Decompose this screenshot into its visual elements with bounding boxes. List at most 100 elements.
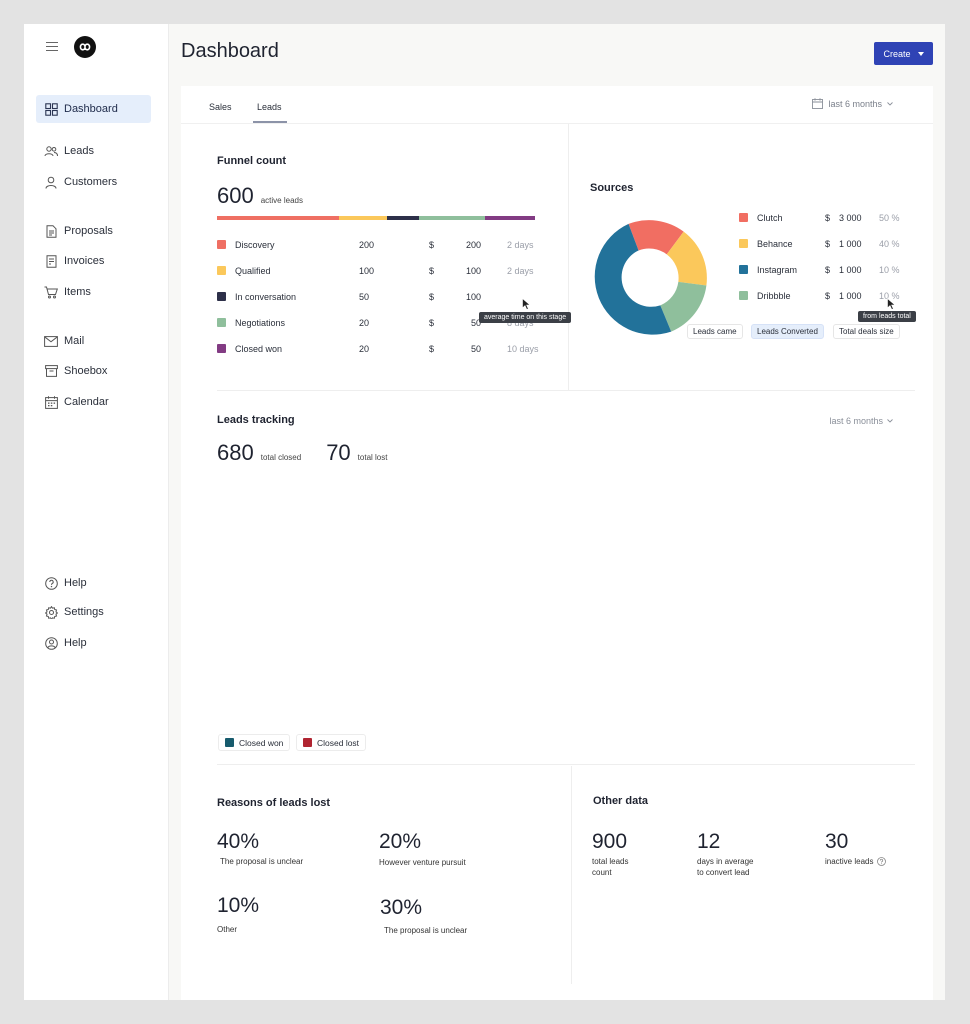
reason-value: 30%: [380, 896, 423, 919]
other-stat: 30 inactive leads: [825, 830, 887, 867]
sidebar-item-leads[interactable]: Leads: [36, 137, 151, 165]
sidebar-item-help-account[interactable]: Help: [36, 629, 151, 657]
section-divider: [568, 124, 569, 390]
stage-days: 8 days: [507, 318, 534, 328]
sidebar-item-help[interactable]: Help: [36, 569, 151, 597]
active-tab-indicator: [253, 121, 287, 123]
reason-stat: 40% The proposal is unclear: [217, 830, 303, 867]
mail-icon: [44, 334, 58, 348]
funnel-row: Qualified 100 $ 100 2 days: [217, 264, 557, 278]
currency: $: [429, 318, 435, 328]
users-icon: [44, 144, 58, 158]
sidebar-item-label: Settings: [64, 606, 104, 618]
stage-days: 2 days: [507, 266, 534, 276]
reason-label: However venture pursuit: [379, 858, 466, 867]
stage-days: 10 days: [507, 344, 539, 354]
currency: $: [825, 213, 831, 223]
other-label: count: [592, 868, 612, 877]
donut-slice-dribbble: [660, 281, 707, 332]
source-row: Behance $ 1 000 40 %: [739, 237, 909, 251]
pill-total-deals-size[interactable]: Total deals size: [833, 324, 900, 339]
document-icon: [44, 224, 58, 238]
tab-leads[interactable]: Leads: [257, 102, 282, 112]
reason-label: Other: [217, 925, 238, 934]
color-swatch: [217, 292, 226, 301]
legend-label: Closed won: [239, 737, 284, 748]
source-amount: 1 000: [839, 265, 862, 275]
section-divider: [217, 764, 915, 765]
sidebar-item-invoices[interactable]: Invoices: [36, 247, 151, 275]
sidebar-item-mail[interactable]: Mail: [36, 327, 151, 355]
tracking-summary: 680 total closed 70 total lost: [217, 440, 387, 466]
other-label: total leads: [592, 857, 629, 866]
tab-sales[interactable]: Sales: [209, 102, 232, 112]
other-value: 12: [697, 830, 721, 853]
stage-count: 20: [359, 318, 370, 328]
legend-swatch: [303, 738, 312, 747]
funnel-bar-closed-won: [485, 216, 535, 220]
pill-leads-converted[interactable]: Leads Converted: [751, 324, 824, 339]
funnel-total-value: 600: [217, 183, 254, 208]
sidebar-item-proposals[interactable]: Proposals: [36, 217, 151, 245]
user-icon: [44, 175, 58, 189]
page-title: Dashboard: [181, 40, 279, 62]
sidebar-item-items[interactable]: Items: [36, 278, 151, 306]
stage-amount: 50: [470, 318, 481, 328]
other-value: 900: [592, 830, 628, 853]
gear-icon: [44, 605, 58, 619]
date-range-picker[interactable]: last 6 months: [812, 98, 893, 109]
legend-closed-won[interactable]: Closed won: [218, 734, 291, 751]
sidebar-item-dashboard[interactable]: Dashboard: [36, 95, 151, 123]
app-window: Dashboard Leads Customers Proposals Invo…: [24, 24, 945, 1000]
total-lost-label: total lost: [357, 453, 388, 462]
funnel-bar-discovery: [217, 216, 339, 220]
section-divider: [217, 390, 915, 391]
source-percent: 10 %: [879, 265, 900, 275]
color-swatch: [217, 240, 226, 249]
create-button-label: Create: [883, 48, 911, 59]
sidebar: Dashboard Leads Customers Proposals Invo…: [24, 24, 169, 1000]
cart-icon: [44, 285, 58, 299]
source-name: Behance: [757, 239, 793, 249]
help-icon[interactable]: [877, 857, 887, 866]
sidebar-item-calendar[interactable]: Calendar: [36, 388, 151, 416]
reason-label: The proposal is unclear: [220, 857, 304, 866]
reason-stat: 20% However venture pursuit: [379, 830, 466, 868]
funnel-row: Closed won 20 $ 50 10 days: [217, 342, 557, 356]
leads-tracking-chart: 020406080100MarchAprilMayJuneJulyAugust: [181, 481, 933, 721]
menu-icon[interactable]: [46, 42, 58, 51]
sidebar-item-label: Calendar: [64, 396, 109, 408]
legend-closed-lost[interactable]: Closed lost: [296, 734, 367, 751]
total-closed-value: 680: [217, 440, 254, 465]
funnel-title: Funnel count: [217, 155, 287, 167]
sidebar-item-shoebox[interactable]: Shoebox: [36, 357, 151, 385]
stage-name: Closed won: [235, 344, 283, 354]
reason-label: The proposal is unclear: [384, 926, 468, 935]
donut-slice-behance: [666, 231, 707, 286]
donut-slice-clutch: [628, 220, 684, 255]
grid-icon: [44, 102, 58, 116]
currency: $: [825, 291, 831, 301]
total-closed-label: total closed: [260, 453, 302, 462]
sidebar-item-label: Dashboard: [64, 103, 118, 115]
sidebar-item-customers[interactable]: Customers: [36, 168, 151, 196]
sidebar-item-label: Shoebox: [64, 365, 108, 377]
pill-leads-came[interactable]: Leads came: [687, 324, 743, 339]
source-percent: 50 %: [879, 213, 900, 223]
currency: $: [825, 239, 831, 249]
calendar-icon: [812, 98, 824, 109]
tracking-date-range[interactable]: last 6 months: [829, 416, 893, 426]
reason-value: 10%: [217, 894, 260, 917]
source-amount: 1 000: [839, 239, 862, 249]
stage-name: Discovery: [235, 240, 275, 250]
tabs-divider: [181, 123, 933, 124]
funnel-bar-negotiations: [419, 216, 485, 220]
other-label: days in average: [697, 857, 754, 866]
color-swatch: [217, 318, 226, 327]
tracking-date-range-label: last 6 months: [829, 416, 883, 426]
sidebar-item-settings[interactable]: Settings: [36, 598, 151, 626]
source-percent-tooltip: from leads total: [858, 311, 916, 322]
create-button[interactable]: Create: [874, 42, 933, 65]
currency: $: [429, 292, 435, 302]
sidebar-item-label: Help: [64, 637, 87, 649]
